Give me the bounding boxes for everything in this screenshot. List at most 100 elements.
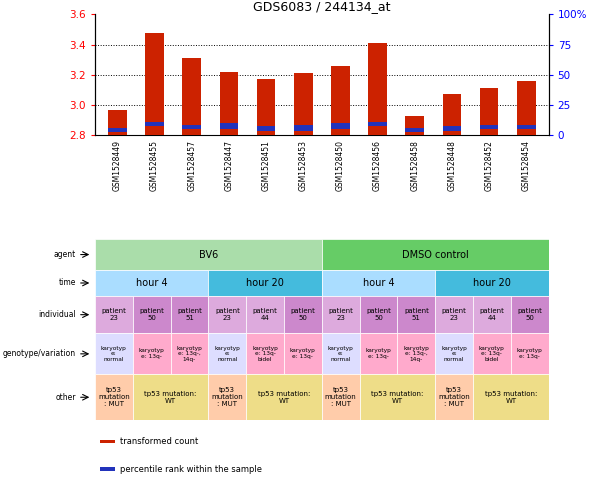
Bar	[219, 72, 238, 135]
Text: patient
23: patient 23	[329, 308, 353, 321]
Bar	[443, 95, 461, 135]
Text: karyotyp
e:
normal: karyotyp e: normal	[328, 345, 354, 362]
Bar	[511, 333, 549, 374]
Bar	[331, 66, 349, 135]
Bar	[133, 296, 170, 333]
Bar	[208, 374, 246, 420]
Bar	[246, 333, 284, 374]
Bar	[511, 296, 549, 333]
Text: GSM1528447: GSM1528447	[224, 140, 234, 191]
Text: GSM1528455: GSM1528455	[150, 140, 159, 191]
Text: karyotyp
e: 13q-: karyotyp e: 13q-	[365, 348, 392, 359]
Bar	[108, 110, 127, 135]
Text: karyotyp
e:
normal: karyotyp e: normal	[441, 345, 467, 362]
Bar	[170, 296, 208, 333]
Text: karyotyp
e: 13q-
bidel: karyotyp e: 13q- bidel	[252, 345, 278, 362]
Text: tp53 mutation:
WT: tp53 mutation: WT	[258, 391, 310, 404]
Text: patient
23: patient 23	[102, 308, 126, 321]
Text: patient
23: patient 23	[215, 308, 240, 321]
Bar	[435, 296, 473, 333]
Bar	[443, 126, 461, 131]
Text: GSM1528452: GSM1528452	[485, 140, 493, 191]
Bar	[246, 296, 284, 333]
Text: individual: individual	[38, 310, 76, 319]
Text: tp53 mutation:
WT: tp53 mutation: WT	[371, 391, 424, 404]
Bar	[360, 333, 397, 374]
Bar	[405, 128, 424, 132]
Bar	[219, 123, 238, 129]
Bar	[257, 79, 275, 135]
Text: GSM1528450: GSM1528450	[336, 140, 345, 191]
Text: percentile rank within the sample: percentile rank within the sample	[120, 465, 262, 474]
Bar	[322, 239, 549, 270]
Bar	[360, 296, 397, 333]
Text: GSM1528451: GSM1528451	[262, 140, 270, 191]
Bar	[322, 296, 360, 333]
Text: time: time	[59, 279, 76, 287]
Bar	[473, 333, 511, 374]
Title: GDS6083 / 244134_at: GDS6083 / 244134_at	[253, 0, 390, 14]
Bar	[208, 333, 246, 374]
Text: karyotyp
e: 13q-: karyotyp e: 13q-	[290, 348, 316, 359]
Text: karyotyp
e: 13q-: karyotyp e: 13q-	[517, 348, 543, 359]
Text: tp53
mutation
: MUT: tp53 mutation : MUT	[438, 387, 470, 407]
Text: GSM1528453: GSM1528453	[299, 140, 308, 191]
Bar	[294, 73, 313, 135]
Bar	[322, 270, 435, 296]
Bar	[99, 468, 115, 471]
Bar	[170, 333, 208, 374]
Text: DMSO control: DMSO control	[402, 250, 468, 259]
Bar	[405, 115, 424, 135]
Text: tp53 mutation:
WT: tp53 mutation: WT	[485, 391, 537, 404]
Bar	[95, 239, 322, 270]
Text: patient
23: patient 23	[442, 308, 466, 321]
Bar	[517, 125, 536, 129]
Bar	[294, 125, 313, 131]
Bar	[133, 333, 170, 374]
Bar	[246, 374, 322, 420]
Text: karyotyp
e: 13q-,
14q-: karyotyp e: 13q-, 14q-	[403, 345, 429, 362]
Text: tp53
mutation
: MUT: tp53 mutation : MUT	[211, 387, 243, 407]
Bar	[95, 333, 133, 374]
Bar	[517, 81, 536, 135]
Text: GSM1528448: GSM1528448	[447, 140, 457, 191]
Text: patient
44: patient 44	[479, 308, 504, 321]
Text: transformed count: transformed count	[120, 437, 198, 446]
Bar	[368, 122, 387, 126]
Bar	[99, 440, 115, 443]
Bar	[95, 296, 133, 333]
Text: tp53 mutation:
WT: tp53 mutation: WT	[145, 391, 197, 404]
Text: patient
44: patient 44	[253, 308, 278, 321]
Bar	[183, 125, 201, 129]
Text: karyotyp
e:
normal: karyotyp e: normal	[215, 345, 240, 362]
Bar	[208, 270, 322, 296]
Bar	[397, 333, 435, 374]
Text: karyotyp
e: 13q-
bidel: karyotyp e: 13q- bidel	[479, 345, 505, 362]
Text: patient
50: patient 50	[517, 308, 542, 321]
Text: patient
50: patient 50	[291, 308, 315, 321]
Text: karyotyp
e: 13q-,
14q-: karyotyp e: 13q-, 14q-	[177, 345, 202, 362]
Text: genotype/variation: genotype/variation	[3, 349, 76, 358]
Text: tp53
mutation
: MUT: tp53 mutation : MUT	[98, 387, 130, 407]
Bar	[145, 32, 164, 135]
Bar	[257, 126, 275, 131]
Bar	[480, 88, 498, 135]
Bar	[108, 128, 127, 132]
Text: karyotyp
e:
normal: karyotyp e: normal	[101, 345, 127, 362]
Text: agent: agent	[54, 250, 76, 259]
Bar	[435, 374, 473, 420]
Bar	[480, 125, 498, 129]
Bar	[397, 296, 435, 333]
Bar	[133, 374, 208, 420]
Bar	[145, 122, 164, 126]
Bar	[95, 374, 133, 420]
Bar	[435, 333, 473, 374]
Text: hour 4: hour 4	[363, 278, 394, 288]
Text: patient
50: patient 50	[366, 308, 391, 321]
Bar	[284, 333, 322, 374]
Bar	[95, 270, 208, 296]
Bar	[284, 296, 322, 333]
Text: hour 20: hour 20	[473, 278, 511, 288]
Text: BV6: BV6	[199, 250, 218, 259]
Bar	[322, 333, 360, 374]
